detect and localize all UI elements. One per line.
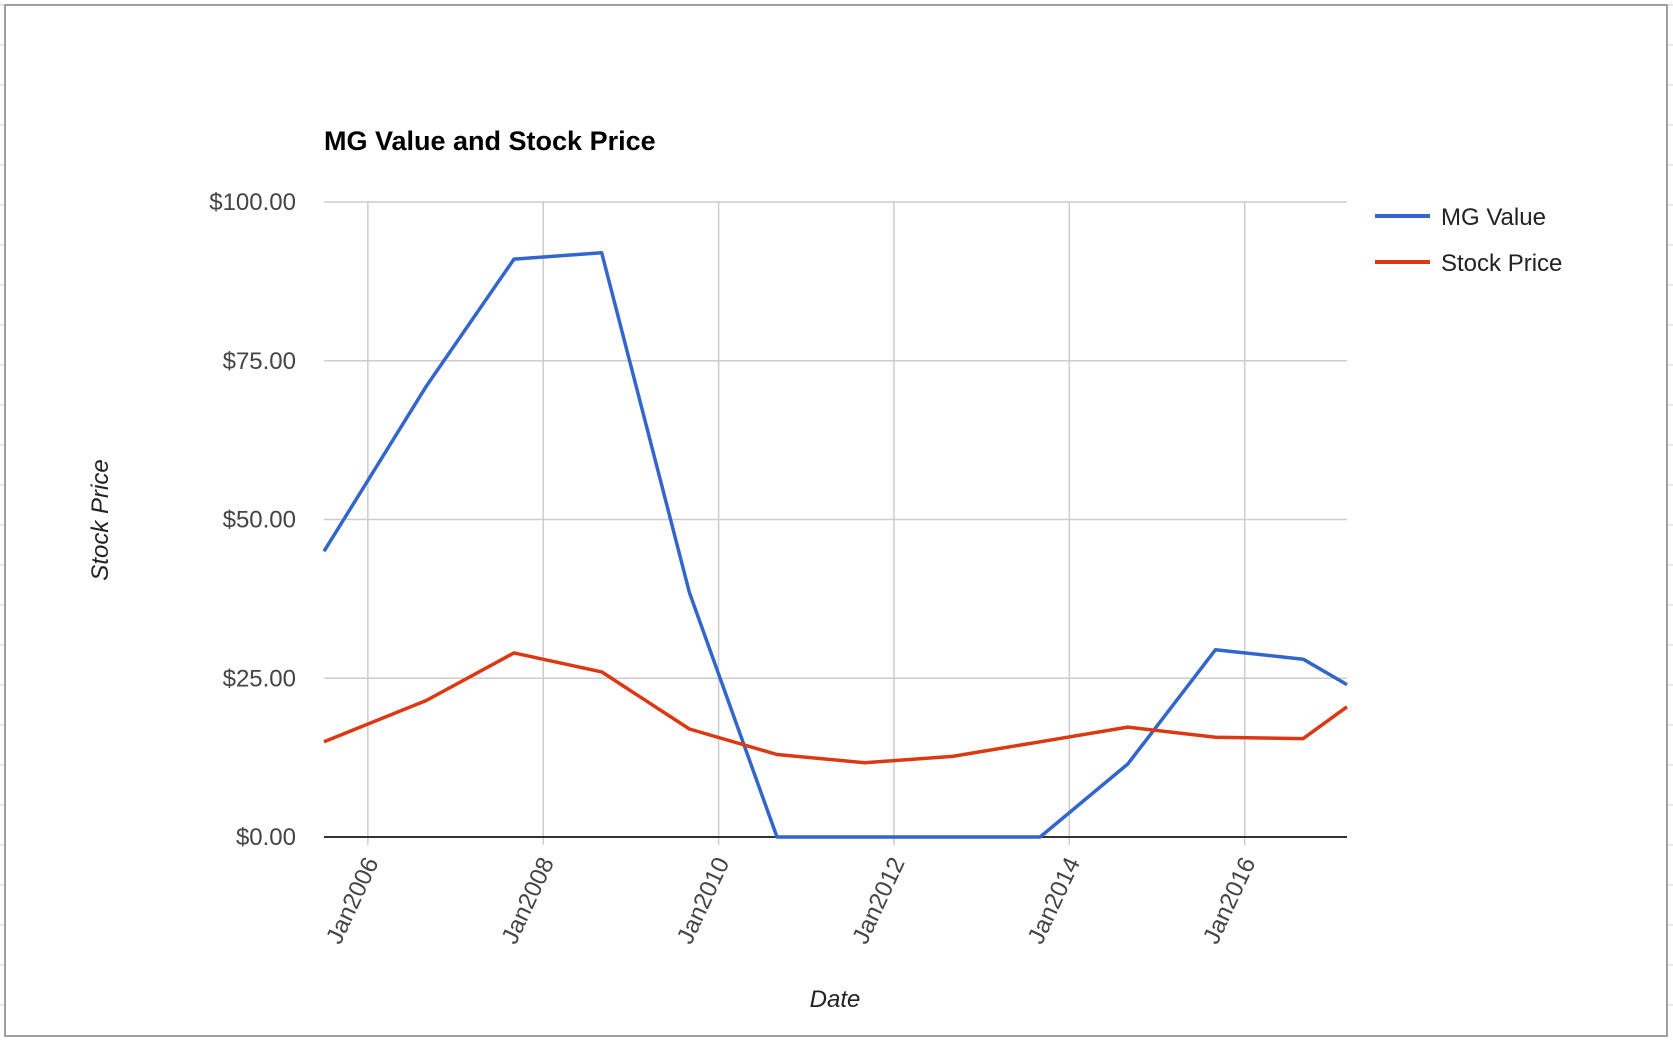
chart-title: MG Value and Stock Price (324, 126, 656, 156)
chart-border (4, 4, 1668, 1037)
y-tick-label: $0.00 (236, 824, 296, 851)
y-axis-title: Stock Price (87, 459, 114, 580)
y-tick-label: $100.00 (209, 189, 296, 216)
series-line-mg-value (322, 251, 1348, 839)
legend-label: Stock Price (1441, 250, 1562, 277)
series-line-stock-price (323, 651, 1349, 765)
legend: MG Value Stock Price (1375, 204, 1562, 277)
y-tick-label: $50.00 (223, 507, 296, 534)
y-axis-ticks: $100.00 $75.00 $50.00 $25.00 $0.00 (209, 189, 296, 851)
series-lines (322, 251, 1349, 839)
gridlines (324, 201, 1347, 845)
y-tick-label: $25.00 (223, 665, 296, 692)
y-tick-label: $75.00 (223, 348, 296, 375)
legend-label: MG Value (1441, 204, 1546, 231)
x-axis-title: Date (810, 986, 861, 1013)
